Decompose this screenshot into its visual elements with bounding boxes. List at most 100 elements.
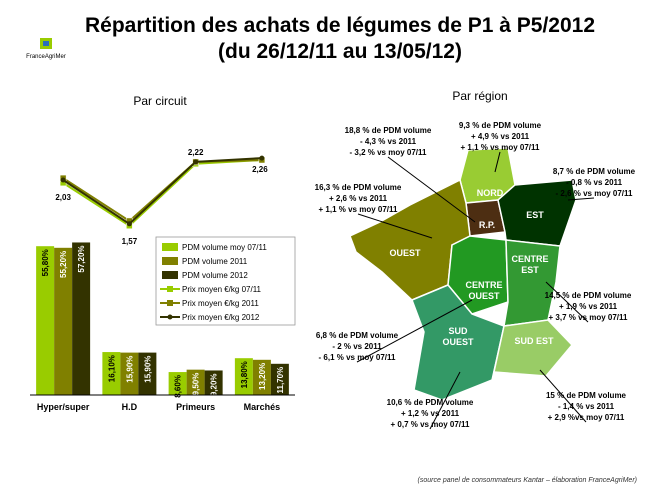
region-annotation: 16,3 % de PDM volume <box>315 183 402 192</box>
bar <box>234 358 253 395</box>
x-tick-label: Marchés <box>244 402 281 412</box>
region-label: OUEST <box>442 337 474 347</box>
x-tick-label: Primeurs <box>176 402 215 412</box>
logo-text: FranceAgriMer <box>26 54 66 60</box>
region-annotation: - 6,1 % vs moy 07/11 <box>319 353 396 362</box>
x-tick-label: Hyper/super <box>37 402 90 412</box>
region-label: R.P. <box>479 220 495 230</box>
bar <box>252 359 271 395</box>
legend-marker <box>167 300 173 306</box>
region-annotation: + 1,9 % vs 2011 <box>559 302 618 311</box>
leader-line <box>356 299 473 363</box>
region-label: NORD <box>477 188 504 198</box>
bar <box>204 370 223 395</box>
region-annotation: 14,5 % de PDM volume <box>545 291 632 300</box>
region-annotation: - 1,4 % vs 2011 <box>558 402 615 411</box>
bar-value-label: 8,60% <box>174 375 183 398</box>
bar-value-label: 16,10% <box>107 355 116 382</box>
region-label: CENTRE <box>465 280 502 290</box>
bar-value-label: 13,20% <box>258 363 267 390</box>
x-tick-label: H.D <box>122 402 138 412</box>
source-note: (source panel de consommateurs Kantar – … <box>418 477 637 484</box>
price-marker <box>193 159 199 165</box>
legend-swatch <box>162 243 178 251</box>
map-title: Par région <box>452 89 507 103</box>
legend-marker <box>167 286 173 292</box>
bar-value-label: 55,20% <box>59 251 68 278</box>
bar-value-label: 11,70% <box>276 367 285 394</box>
bar <box>72 242 91 395</box>
bar <box>186 369 205 395</box>
region-annotation: + 1,2 % vs 2011 <box>401 409 460 418</box>
legend-label: PDM volume 2012 <box>182 271 248 280</box>
region-annotation: + 2,6 % vs 2011 <box>329 194 388 203</box>
region-sud-ouest <box>411 284 505 401</box>
bar-value-label: 55,80% <box>41 249 50 276</box>
legend-marker <box>167 314 173 320</box>
region-label: OUEST <box>389 248 421 258</box>
bar <box>270 363 289 395</box>
price-marker <box>60 177 66 183</box>
region-annotation: - 0,8 % vs 2011 <box>566 178 623 187</box>
bar <box>138 352 157 395</box>
logo-icon-inner <box>43 41 49 46</box>
leader-line <box>545 281 589 323</box>
leader-line <box>567 197 595 201</box>
bar-value-label: 15,90% <box>125 356 134 383</box>
legend-box <box>155 236 296 326</box>
legend-swatch <box>162 257 178 265</box>
leader-line <box>539 369 587 423</box>
price-marker <box>126 221 132 227</box>
region-annotation: + 0,7 % vs moy 07/11 <box>391 420 470 429</box>
bar <box>54 247 73 395</box>
map <box>349 147 577 401</box>
legend-label: PDM volume 2011 <box>182 257 248 266</box>
region-annotation: - 2,6 % vs moy 07/11 <box>556 189 633 198</box>
chart-title: Par circuit <box>133 94 187 108</box>
price-value-label: 2,22 <box>188 148 204 157</box>
bar-value-label: 57,20% <box>77 245 86 272</box>
bar-value-label: 9,20% <box>210 373 219 396</box>
price-value-label: 2,26 <box>252 165 268 174</box>
region-annotation: - 4,3 % vs 2011 <box>360 137 417 146</box>
bar <box>36 246 55 395</box>
leader-line <box>494 151 501 173</box>
bar-value-label: 9,50% <box>192 373 201 396</box>
legend-label: Prix moyen €/kg 2012 <box>182 313 260 322</box>
price-marker <box>259 155 265 161</box>
region-sud-est <box>493 319 574 377</box>
region-est <box>497 179 577 247</box>
region-label: SUD <box>448 326 468 336</box>
region-annotation: 10,6 % de PDM volume <box>387 398 474 407</box>
bar-value-label: 15,90% <box>143 356 152 383</box>
region-annotation: + 3,7 % vs moy 07/11 <box>549 313 628 322</box>
region-label: CENTRE <box>511 254 548 264</box>
region-annotation: 9,3 % de PDM volume <box>459 121 542 130</box>
bar-value-label: 13,80% <box>240 361 249 388</box>
region-annotation: 18,8 % de PDM volume <box>345 126 432 135</box>
legend-label: PDM volume moy 07/11 <box>182 243 267 252</box>
price-value-label: 1,57 <box>122 237 138 246</box>
region-label: SUD EST <box>514 336 554 346</box>
legend-label: Prix moyen €/kg 07/11 <box>182 285 262 294</box>
legend-swatch <box>162 271 178 279</box>
leader-line <box>357 213 433 239</box>
bar <box>102 352 121 395</box>
region-annotation: + 2,9 %vs moy 07/11 <box>548 413 625 422</box>
region-label: EST <box>526 210 544 220</box>
region-annotation: 8,7 % de PDM volume <box>553 167 636 176</box>
region-annotation: - 2 % vs 2011 <box>332 342 382 351</box>
title-line: (du 26/12/11 au 13/05/12) <box>218 40 462 63</box>
region-label: EST <box>521 265 539 275</box>
price-line <box>62 157 262 226</box>
bar <box>168 372 187 395</box>
region-label: OUEST <box>468 291 500 301</box>
region-annotation: 15 % de PDM volume <box>546 391 627 400</box>
legend-label: Prix moyen €/kg 2011 <box>182 299 259 308</box>
region-annotation: + 4,9 % vs 2011 <box>471 132 530 141</box>
region-annotation: 6,8 % de PDM volume <box>316 331 399 340</box>
leader-line <box>429 371 461 430</box>
title-line: Répartition des achats de légumes de P1 … <box>85 14 595 37</box>
region-annotation: + 1,1 % vs moy 07/11 <box>461 143 540 152</box>
